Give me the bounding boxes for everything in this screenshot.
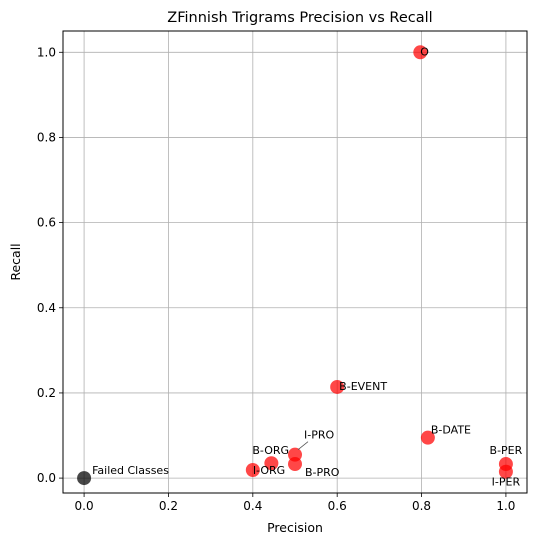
point-o — [413, 45, 428, 60]
axis-ticks: 0.0 0.2 0.4 0.6 0.8 1.0 0.0 0.2 0.4 0.6 0.8 1.0 — [37, 45, 516, 513]
plot-frame — [62, 30, 528, 494]
y-tick-label: 0.6 — [37, 216, 56, 230]
data-points — [77, 45, 513, 486]
point-labels: O B-EVENT B-DATE I-PRO B-ORG B-PRO I-ORG B-PER I… — [92, 45, 523, 488]
label-leader-line — [297, 441, 309, 450]
point-failed-classes — [77, 471, 92, 486]
label-b-date: B-DATE — [431, 424, 471, 437]
label-b-event: B-EVENT — [339, 380, 387, 393]
label-b-org: B-ORG — [252, 444, 289, 457]
y-tick-label: 0.8 — [37, 130, 56, 144]
label-i-org: I-ORG — [253, 464, 285, 477]
point-i-per — [498, 464, 513, 479]
x-axis-label: Precision — [267, 520, 323, 535]
x-tick-label: 0.0 — [75, 499, 94, 513]
y-tick-label: 0.2 — [37, 386, 56, 400]
grid — [63, 31, 527, 493]
point-b-org — [264, 456, 279, 471]
x-tick-label: 0.4 — [243, 499, 262, 513]
point-b-date — [420, 430, 435, 445]
point-b-pro — [288, 457, 302, 472]
y-tick-label: 1.0 — [37, 45, 56, 59]
x-tick-label: 1.0 — [496, 499, 515, 513]
label-i-pro: I-PRO — [304, 429, 334, 442]
y-axis-label: Recall — [8, 243, 23, 280]
label-i-per: I-PER — [492, 476, 521, 489]
y-tick-label: 0.0 — [37, 471, 56, 485]
y-tick-label: 0.4 — [37, 301, 56, 315]
x-tick-label: 0.8 — [412, 499, 431, 513]
x-tick-label: 0.2 — [159, 499, 178, 513]
label-b-per: B-PER — [490, 444, 523, 457]
point-i-org — [245, 463, 260, 478]
label-failed-classes: Failed Classes — [92, 464, 169, 477]
point-b-event — [330, 379, 345, 394]
label-o: O — [420, 45, 429, 58]
chart-title: ZFinnish Trigrams Precision vs Recall — [167, 10, 432, 26]
x-tick-label: 0.6 — [328, 499, 347, 513]
label-b-pro: B-PRO — [305, 466, 340, 479]
